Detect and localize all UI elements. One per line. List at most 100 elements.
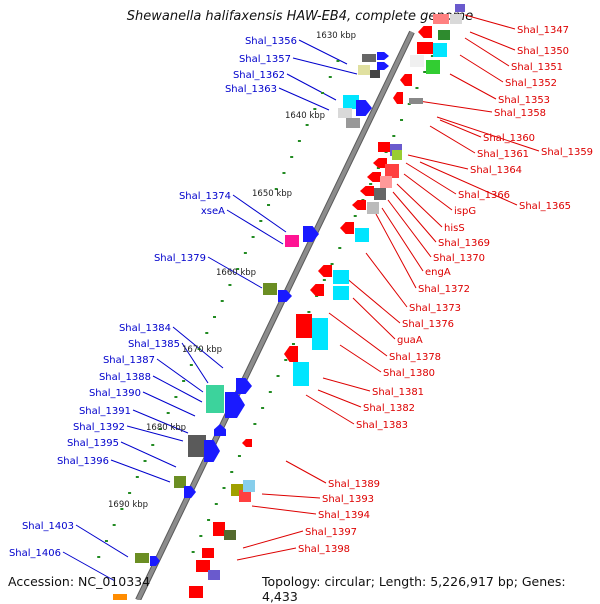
gene-block [433,14,449,24]
gene-label: Shal_1364 [470,165,522,176]
tick-dot-inner [213,316,216,318]
gene-block [438,30,450,40]
tick-dot-inner [328,76,332,78]
right-leader-line [405,162,457,195]
left-leader-line [232,194,287,233]
gene-label: Shal_1362 [233,70,285,81]
tick-dot-inner [97,556,101,558]
tick-dot-outer [199,535,203,537]
scale-label: 1660 kbp [216,268,256,278]
right-leader-line [392,191,437,243]
tick-dot-inner [151,444,155,446]
right-leader-line [317,389,362,408]
backbone-group [135,30,415,600]
gene-label: Shal_1384 [119,323,171,334]
label-leader-lines [62,14,540,582]
tick-dot-outer [237,455,241,457]
gene-block [392,150,402,160]
right-leader-line [449,73,497,100]
tick-dot-outer [268,391,272,393]
gene-label: Shal_1350 [517,46,569,57]
right-leader-line [375,213,417,289]
left-leader-line [142,391,196,417]
tick-dot-inner [143,460,147,462]
left-leader-line [62,551,116,582]
left-leader-line [292,57,358,75]
gene-block [208,570,220,580]
right-leader-line [439,119,482,138]
gene-block [285,235,299,247]
gene-arrow [303,226,319,242]
gene-arrow [150,556,160,566]
gene-label: Shal_1392 [73,422,125,433]
accession-text: Accession: NC_010334 [8,574,151,589]
right-leader-line [387,199,432,258]
gene-block [433,43,447,57]
tick-dot-inner [282,172,286,174]
tick-dot-outer [322,279,326,281]
scale-label: 1680 kbp [146,423,186,433]
right-leader-line [464,37,510,67]
gene-label: Shal_1361 [477,149,529,160]
gene-label: Shal_1393 [322,494,374,505]
left-leader-line [181,342,209,384]
gene-block [338,108,352,118]
gene-label: Shal_1366 [458,190,510,201]
right-leader-line [285,460,327,484]
tick-dot-inner [220,300,224,302]
gene-label: Shal_1369 [438,238,490,249]
tick-dot-inner [290,156,294,158]
gene-arrow [318,265,332,277]
gene-label: Shal_1353 [498,95,550,106]
left-leader-line [152,375,203,403]
gene-block [417,42,433,54]
tick-dot-inner [112,524,116,526]
gene-block [333,270,349,284]
tick-dot-inner [120,508,124,510]
tick-dot-outer [423,71,427,73]
tick-dot-inner [174,396,178,398]
tick-dot-outer [191,551,195,553]
gene-arrow [184,486,196,498]
tick-dot-inner [243,252,247,254]
left-leader-line [120,441,177,468]
right-leader-line [396,183,443,228]
gene-label: Shal_1358 [494,108,546,119]
gene-arrow [360,186,374,196]
left-leader-line [298,39,348,65]
right-leader-line [365,252,408,308]
tick-dot-outer [253,423,257,425]
tick-dot-inner [166,412,170,414]
gene-label: Shal_1397 [305,527,357,538]
gene-label: Shal_1373 [409,303,461,314]
gene-label: Shal_1356 [245,36,297,47]
right-leader-line [429,125,476,154]
gene-arrow [356,100,372,116]
scale-label: 1630 kbp [316,31,356,41]
tick-dot-inner [205,332,209,334]
tick-dot-outer [369,183,373,185]
tick-dot-outer [392,135,396,137]
gene-block [196,560,210,572]
gene-block [189,586,203,598]
gene-block [374,188,386,200]
left-leader-line [286,73,337,101]
tick-dot-inner [259,220,263,222]
gene-label: Shal_1398 [298,544,350,555]
right-leader-line [381,207,424,272]
right-leader-line [411,99,493,113]
right-leader-line [459,54,504,83]
gene-block [358,65,370,75]
scale-label: 1640 kbp [285,111,325,121]
right-leader-line [322,377,371,392]
gene-label: Shal_1385 [128,339,180,350]
right-leader-line [469,31,516,51]
left-leader-line [207,256,263,289]
gene-label: Shal_1363 [225,84,277,95]
right-leader-line [339,344,382,373]
tick-dot-inner [313,108,317,110]
gene-label: hisS [444,223,465,234]
left-leader-line [75,524,129,558]
tick-dot-inner [274,188,278,190]
gene-block [426,60,440,74]
